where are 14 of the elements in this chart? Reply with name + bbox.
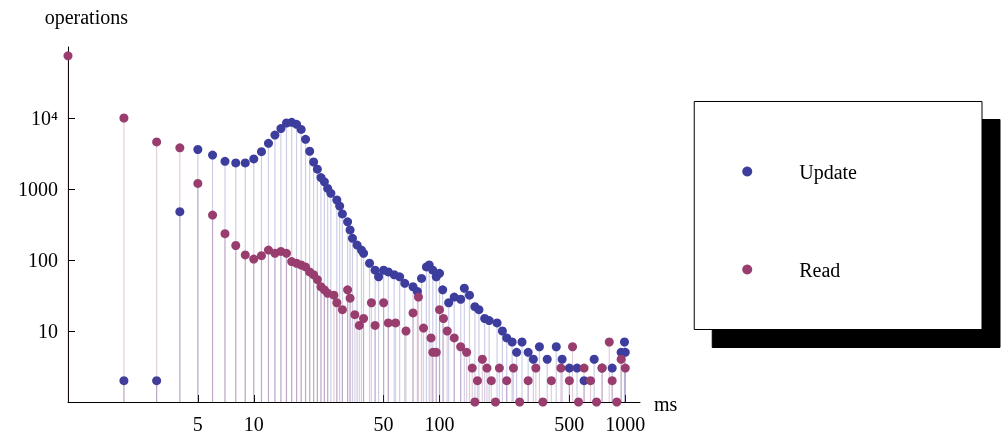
x-axis-title: ms xyxy=(654,393,678,415)
y-tick-label: 1000 xyxy=(18,178,58,200)
x-tick-label: 100 xyxy=(424,413,455,435)
y-tick-label: 10 xyxy=(38,320,58,342)
x-tick-label: 1000 xyxy=(605,413,646,435)
legend-label: Read xyxy=(799,258,841,281)
legend-label: Update xyxy=(799,160,858,184)
x-tick-label: 50 xyxy=(373,413,394,435)
y-axis-title: operations xyxy=(44,6,129,29)
x-tick-label: 500 xyxy=(554,413,585,435)
x-tick-label: 5 xyxy=(192,413,203,435)
y-tick-label: 100 xyxy=(28,249,58,271)
y-tick-label: 10⁴ xyxy=(31,107,59,129)
x-tick-label: 10 xyxy=(243,413,264,435)
